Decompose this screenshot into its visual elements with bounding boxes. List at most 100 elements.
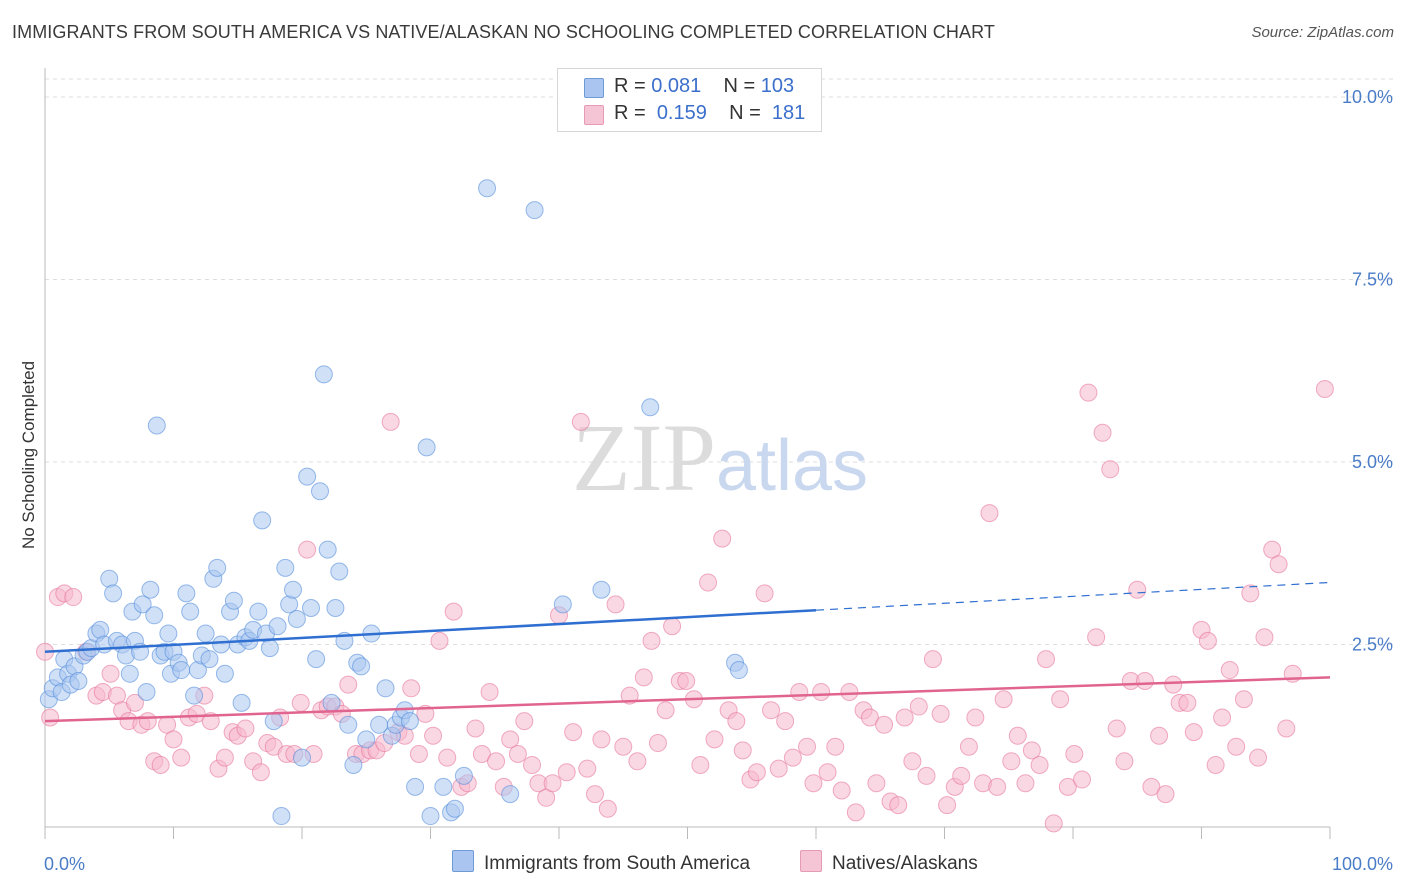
grid-lines: [45, 78, 1395, 645]
data-point-immigrants: [376, 679, 395, 698]
data-point-natives: [1030, 755, 1049, 774]
data-point-natives: [755, 584, 774, 603]
data-point-natives: [1101, 460, 1120, 479]
data-point-natives: [1178, 693, 1197, 712]
data-point-natives: [101, 664, 120, 683]
data-point-natives: [1150, 726, 1169, 745]
legend-swatch-pink: [584, 105, 604, 125]
watermark-zip: ZIPatlas: [572, 404, 868, 511]
data-point-natives: [1206, 755, 1225, 774]
data-point-natives: [804, 774, 823, 793]
data-point-natives: [472, 745, 491, 763]
data-point-immigrants: [339, 715, 358, 734]
data-point-natives: [424, 726, 443, 745]
series-immigrants-south-america: [39, 179, 748, 826]
data-point-natives: [1213, 708, 1232, 727]
data-point-natives: [251, 763, 270, 782]
data-point-immigrants: [208, 558, 227, 577]
data-point-immigrants: [264, 712, 283, 731]
data-point-natives: [339, 675, 358, 694]
data-point-natives: [1093, 423, 1112, 442]
data-point-natives: [846, 803, 865, 822]
data-point-natives: [923, 650, 942, 669]
data-point-natives: [487, 752, 506, 771]
data-point-natives: [1198, 631, 1217, 650]
data-point-natives: [215, 748, 234, 767]
data-point-natives: [606, 595, 625, 614]
data-point-immigrants: [352, 657, 371, 676]
data-point-immigrants: [260, 639, 279, 658]
data-point-immigrants: [120, 664, 139, 683]
data-point-immigrants: [417, 438, 436, 457]
correlation-legend: R = 0.081 N = 103 R = 0.159 N = 181: [557, 68, 822, 132]
data-point-natives: [592, 730, 611, 749]
data-point-immigrants: [298, 467, 317, 486]
data-point-natives: [663, 617, 682, 636]
data-point-natives: [416, 704, 435, 723]
data-point-natives: [125, 693, 144, 712]
data-point-natives: [1135, 672, 1154, 690]
data-point-immigrants: [141, 580, 160, 599]
x-tick-label: 0.0%: [44, 854, 85, 874]
x-tick-labels: 0.0% 100.0%: [44, 854, 1393, 874]
data-point-immigrants: [501, 785, 520, 804]
x-tick-label: 100.0%: [1332, 854, 1393, 874]
data-point-immigrants: [318, 540, 337, 559]
data-point-immigrants: [272, 807, 291, 826]
data-point-natives: [648, 734, 667, 753]
data-point-immigrants: [301, 599, 320, 617]
data-point-immigrants: [69, 672, 88, 690]
data-point-natives: [1227, 737, 1246, 756]
data-point-natives: [1087, 628, 1106, 647]
data-point-natives: [909, 697, 928, 716]
data-point-immigrants: [330, 562, 349, 581]
data-point-natives: [402, 679, 421, 698]
data-point-immigrants: [326, 599, 345, 617]
legend-swatch-pink: [800, 850, 822, 872]
data-point-immigrants: [525, 201, 544, 220]
data-point-natives: [1079, 383, 1098, 402]
data-point-natives: [466, 719, 485, 738]
data-point-immigrants: [181, 602, 200, 621]
data-point-natives: [994, 690, 1013, 709]
data-point-natives: [64, 588, 83, 607]
data-point-immigrants: [400, 712, 419, 731]
data-point-natives: [769, 759, 788, 778]
data-point-natives: [444, 602, 463, 621]
legend-n-label: N =: [723, 75, 756, 97]
data-point-natives: [1164, 675, 1183, 694]
data-point-immigrants: [314, 365, 333, 384]
data-point-natives: [860, 708, 879, 727]
data-point-immigrants: [145, 606, 164, 625]
data-point-natives: [895, 708, 914, 727]
trend-line-natives: [44, 676, 1331, 723]
legend-swatch-blue: [452, 850, 474, 872]
data-point-immigrants: [729, 661, 748, 680]
data-point-natives: [1220, 661, 1239, 680]
data-point-natives: [409, 745, 428, 763]
data-point-natives: [1156, 785, 1175, 804]
legend-label-immigrants: Immigrants from South America: [484, 853, 751, 874]
data-point-natives: [699, 573, 718, 592]
data-point-natives: [959, 737, 978, 756]
legend-r-label: R =: [614, 75, 646, 97]
data-point-natives: [236, 719, 255, 738]
data-point-natives: [614, 737, 633, 756]
data-point-immigrants: [212, 635, 231, 654]
data-point-immigrants: [268, 617, 287, 636]
data-point-natives: [1115, 752, 1134, 771]
y-tick-label: 5.0%: [1352, 452, 1393, 472]
data-point-natives: [430, 631, 449, 650]
data-point-natives: [1022, 741, 1041, 760]
data-point-immigrants: [357, 730, 376, 749]
data-point-natives: [628, 752, 647, 771]
data-point-natives: [642, 631, 661, 650]
data-point-natives: [515, 712, 534, 731]
data-point-immigrants: [454, 766, 473, 785]
y-axis-label: No Schooling Completed: [19, 361, 38, 549]
data-point-immigrants: [406, 777, 425, 796]
data-point-natives: [501, 730, 520, 749]
data-point-natives: [691, 755, 710, 774]
data-point-immigrants: [177, 584, 196, 603]
